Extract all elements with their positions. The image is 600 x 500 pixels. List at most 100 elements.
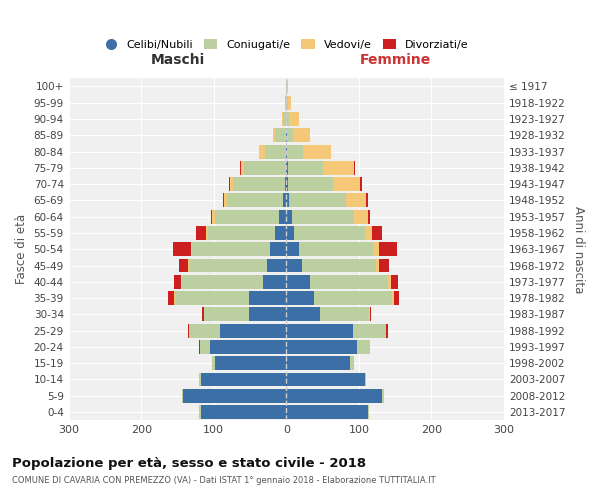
Bar — [199, 372, 201, 386]
Bar — [174, 291, 175, 305]
Bar — [286, 161, 288, 175]
Bar — [191, 242, 192, 256]
Bar — [355, 210, 368, 224]
Bar — [188, 324, 189, 338]
Text: Femmine: Femmine — [359, 53, 431, 67]
Bar — [386, 324, 388, 338]
Bar — [189, 324, 220, 338]
Bar — [286, 405, 368, 419]
Text: COMUNE DI CAVARIA CON PREMEZZO (VA) - Dati ISTAT 1° gennaio 2018 - Elaborazione : COMUNE DI CAVARIA CON PREMEZZO (VA) - Da… — [12, 476, 436, 485]
Text: Maschi: Maschi — [151, 53, 205, 67]
Bar — [224, 194, 227, 207]
Bar — [288, 161, 323, 175]
Y-axis label: Fasce di età: Fasce di età — [15, 214, 28, 284]
Bar — [303, 144, 331, 158]
Bar — [286, 308, 320, 322]
Bar — [233, 177, 285, 191]
Bar — [376, 258, 379, 272]
Bar — [202, 308, 203, 322]
Bar — [288, 177, 333, 191]
Bar — [289, 194, 346, 207]
Bar — [286, 194, 289, 207]
Bar — [259, 144, 265, 158]
Bar — [200, 340, 210, 354]
Bar — [210, 340, 286, 354]
Bar — [211, 210, 212, 224]
Bar — [285, 177, 286, 191]
Bar — [268, 258, 286, 272]
Bar — [333, 177, 361, 191]
Bar — [382, 389, 383, 402]
Bar — [372, 226, 382, 240]
Bar — [182, 389, 183, 402]
Bar — [183, 389, 286, 402]
Bar — [263, 275, 286, 288]
Bar — [286, 324, 353, 338]
Bar — [212, 210, 215, 224]
Bar — [286, 258, 302, 272]
Bar — [265, 144, 286, 158]
Bar — [288, 96, 290, 110]
Bar — [248, 291, 286, 305]
Bar — [286, 372, 365, 386]
Bar — [285, 96, 286, 110]
Bar — [215, 210, 279, 224]
Bar — [199, 405, 201, 419]
Bar — [196, 226, 206, 240]
Bar — [379, 258, 389, 272]
Bar — [287, 128, 293, 142]
Bar — [168, 291, 174, 305]
Bar — [286, 177, 288, 191]
Bar — [323, 161, 355, 175]
Bar — [241, 161, 244, 175]
Bar — [368, 210, 370, 224]
Bar — [299, 242, 373, 256]
Bar — [189, 258, 268, 272]
Bar — [201, 372, 286, 386]
Bar — [391, 275, 398, 288]
Bar — [283, 194, 286, 207]
Bar — [314, 291, 392, 305]
Bar — [286, 291, 314, 305]
Bar — [286, 210, 292, 224]
Bar — [279, 210, 286, 224]
Bar — [215, 356, 286, 370]
Bar — [353, 324, 386, 338]
Bar — [199, 340, 200, 354]
Bar — [366, 194, 368, 207]
Bar — [320, 308, 369, 322]
Bar — [201, 405, 286, 419]
Bar — [302, 258, 376, 272]
Bar — [244, 161, 286, 175]
Bar — [283, 112, 286, 126]
Bar — [286, 128, 287, 142]
Bar — [212, 356, 215, 370]
Bar — [182, 275, 263, 288]
Bar — [282, 112, 283, 126]
Bar — [286, 144, 287, 158]
Bar — [286, 80, 287, 94]
Bar — [289, 112, 299, 126]
Text: Popolazione per età, sesso e stato civile - 2018: Popolazione per età, sesso e stato civil… — [12, 458, 366, 470]
Bar — [361, 177, 362, 191]
Bar — [286, 242, 299, 256]
Bar — [286, 389, 382, 402]
Bar — [373, 242, 379, 256]
Bar — [240, 161, 241, 175]
Bar — [392, 291, 394, 305]
Bar — [275, 226, 286, 240]
Bar — [287, 80, 288, 94]
Bar — [179, 258, 188, 272]
Bar — [286, 340, 358, 354]
Bar — [227, 194, 283, 207]
Bar — [174, 275, 181, 288]
Bar — [369, 308, 370, 322]
Bar — [230, 177, 233, 191]
Bar — [358, 340, 370, 354]
Bar — [203, 308, 248, 322]
Bar — [286, 96, 288, 110]
Bar — [394, 291, 400, 305]
Bar — [286, 356, 350, 370]
Bar — [188, 258, 189, 272]
Bar — [292, 210, 355, 224]
